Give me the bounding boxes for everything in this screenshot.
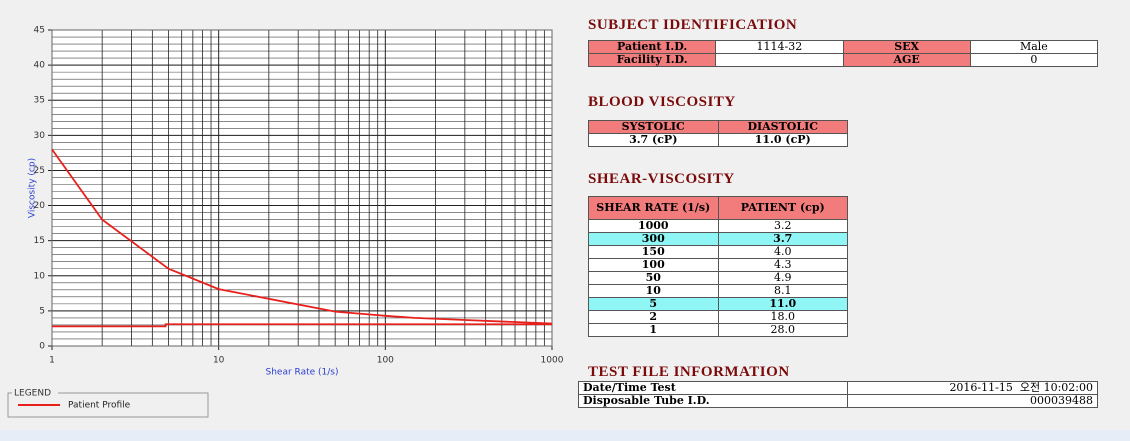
subject-table: Patient I.D. 1114-32 SEX Male Facility I.D. A… [587, 40, 1099, 67]
cell: 100 [588, 258, 719, 272]
cell [715, 53, 844, 67]
y-tick-label: 20 [34, 201, 46, 211]
y-tick-label: 45 [34, 26, 45, 36]
cell: SHEAR RATE (1/s) [588, 196, 719, 220]
line [51, 148, 553, 325]
x-axis-label: Shear Rate (1/s) [266, 368, 339, 378]
cell: 11.0 [717, 297, 848, 311]
row: 1000 3.2 [588, 219, 848, 233]
row: Patient I.D. 1114-32 SEX Male [587, 40, 1099, 54]
y-tick-label: 10 [34, 271, 46, 281]
row: Disposable Tube I.D. 000039488 [578, 394, 1098, 408]
cell: 1114-32 [715, 40, 844, 54]
cell: 3.2 [717, 219, 848, 233]
cell: AGE [842, 53, 971, 67]
row: 300 3.7 [588, 232, 848, 246]
cell: 3.7 (cP) [588, 133, 719, 147]
cell: 18.0 [717, 310, 848, 324]
legend-title-bg [12, 386, 58, 398]
testfile-table: Date/Time Test 2016-11-15 오전 10:02:00 Disp… [578, 381, 1098, 408]
cell: 4.9 [717, 271, 848, 285]
cell: 2 [588, 310, 719, 324]
cell: 000039488 [847, 394, 1098, 408]
y-axis-label: Viscosity (cp) [28, 158, 38, 218]
cell: 8.1 [717, 284, 848, 298]
cell: 1000 [588, 219, 719, 233]
x-tick-label: 1000 [541, 356, 564, 366]
section-title: TEST FILE INFORMATION [588, 364, 790, 380]
row: 150 4.0 [588, 245, 848, 259]
cell: 150 [588, 245, 719, 259]
cell: Facility I.D. [587, 53, 717, 67]
row: 100 4.3 [588, 258, 848, 272]
line [52, 323, 552, 328]
cell: 4.0 [717, 245, 848, 259]
plot-area [52, 30, 552, 346]
chart: Shear Rate (1/s) Viscosity (cp) LEGEND 0… [7, 26, 564, 418]
x-tick-label: 1 [49, 356, 55, 366]
y-tick-label: 15 [34, 236, 45, 246]
cell: Male [969, 40, 1099, 54]
shear-table: SHEAR RATE (1/s) PATIENT (cp) 1000 3.2 300 3.… [588, 196, 848, 337]
blood-table: SYSTOLIC DIASTOLIC 3.7 (cP) 11.0 (cP) [588, 120, 848, 147]
row: 50 4.9 [588, 271, 848, 285]
y-tick-label: 35 [34, 96, 45, 106]
row: Facility I.D. AGE 0 [587, 53, 1099, 67]
y-tick-label: 0 [39, 342, 45, 352]
row: Date/Time Test 2016-11-15 오전 10:02:00 [578, 381, 1098, 395]
cell: 0 [969, 53, 1099, 67]
section-title: SHEAR-VISCOSITY [588, 171, 735, 187]
cell: Patient I.D. [587, 40, 717, 54]
cell: 50 [588, 271, 719, 285]
y-tick-label: 40 [34, 61, 46, 71]
cell: SYSTOLIC [588, 120, 719, 134]
row: 10 8.1 [588, 284, 848, 298]
cell: Date/Time Test [578, 381, 848, 395]
row: 3.7 (cP) 11.0 (cP) [588, 133, 848, 147]
legend-title: LEGEND [14, 389, 51, 399]
row: 5 11.0 [588, 297, 848, 311]
row: 1 28.0 [588, 323, 848, 337]
cell: 300 [588, 232, 719, 246]
cell: SEX [842, 40, 971, 54]
y-tick-label: 5 [39, 306, 45, 316]
cell: 4.3 [717, 258, 848, 272]
plot-border [51, 29, 553, 347]
cell: 1 [588, 323, 719, 337]
section-title: SUBJECT IDENTIFICATION [588, 17, 798, 33]
y-tick-label: 25 [34, 166, 45, 176]
cell: PATIENT (cp) [717, 196, 848, 220]
cell: 11.0 (cP) [717, 133, 848, 147]
x-tick-label: 100 [377, 356, 394, 366]
status-strip [0, 430, 1130, 441]
legend-label: Patient Profile [68, 401, 131, 411]
cell: 5 [588, 297, 719, 311]
cell: 28.0 [717, 323, 848, 337]
x-tick-label: 10 [213, 356, 225, 366]
row: 2 18.0 [588, 310, 848, 324]
cell: DIASTOLIC [717, 120, 848, 134]
cell: 10 [588, 284, 719, 298]
row: SYSTOLIC DIASTOLIC [588, 120, 848, 134]
y-tick-label: 30 [34, 131, 46, 141]
cell: Disposable Tube I.D. [578, 394, 848, 408]
legend-box [7, 392, 209, 418]
cell: 3.7 [717, 232, 848, 246]
row: SHEAR RATE (1/s) PATIENT (cp) [588, 196, 848, 220]
cell: 2016-11-15 오전 10:02:00 [847, 381, 1098, 395]
section-title: BLOOD VISCOSITY [588, 94, 736, 110]
